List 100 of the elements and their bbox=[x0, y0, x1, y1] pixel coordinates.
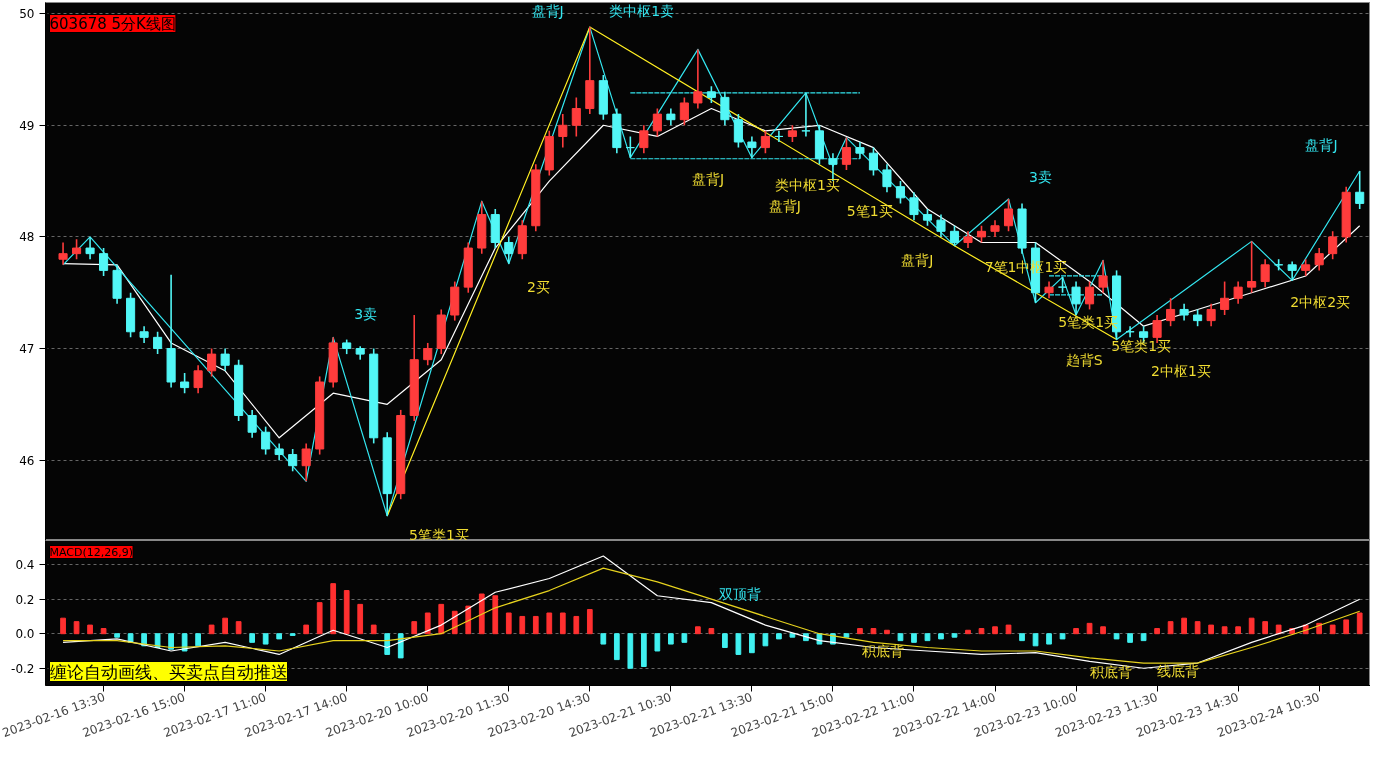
bar bbox=[519, 615, 526, 635]
candlestick bbox=[1085, 280, 1095, 311]
bar bbox=[235, 621, 242, 635]
bar bbox=[1221, 626, 1228, 635]
candlestick bbox=[1314, 247, 1324, 272]
bar bbox=[505, 612, 512, 635]
candlestick bbox=[99, 247, 109, 277]
y-tick-label: 46 bbox=[19, 453, 35, 468]
annotation: 线底背 bbox=[1157, 662, 1200, 679]
candlestick bbox=[733, 113, 743, 149]
candlestick bbox=[423, 342, 433, 367]
bar bbox=[316, 602, 323, 635]
bar bbox=[884, 629, 890, 635]
candlestick bbox=[207, 347, 217, 378]
candlestick bbox=[1247, 240, 1257, 294]
bar bbox=[870, 628, 877, 635]
annotation: 2买 bbox=[526, 278, 550, 295]
bar bbox=[776, 633, 782, 640]
candlestick bbox=[1098, 259, 1108, 294]
text: MACD(12,26,9) bbox=[49, 545, 134, 559]
bar bbox=[87, 624, 93, 635]
bar bbox=[276, 633, 283, 640]
bar bbox=[303, 624, 310, 635]
bar bbox=[546, 612, 553, 635]
bar bbox=[222, 617, 228, 635]
bar bbox=[478, 593, 485, 635]
annotation: 2中枢2买 bbox=[1290, 294, 1351, 311]
bar bbox=[370, 624, 377, 635]
bar bbox=[1059, 633, 1066, 640]
candlestick bbox=[193, 364, 203, 394]
bar bbox=[911, 633, 917, 643]
bar bbox=[114, 633, 120, 638]
bar bbox=[1073, 628, 1079, 635]
annotation: 5笔类1买 bbox=[1111, 338, 1172, 355]
y-tick-label: 49 bbox=[19, 118, 35, 133]
y-tick-label: 0.4 bbox=[15, 558, 35, 573]
bar bbox=[411, 621, 418, 635]
candlestick bbox=[85, 236, 95, 261]
candlestick bbox=[679, 96, 689, 127]
bar bbox=[195, 633, 201, 647]
bar bbox=[1208, 624, 1214, 635]
candlestick bbox=[868, 146, 879, 177]
bar bbox=[127, 633, 134, 643]
candlestick bbox=[895, 180, 906, 205]
bar bbox=[1005, 624, 1012, 635]
bar bbox=[1167, 621, 1174, 635]
annotation: 盘背J bbox=[1305, 136, 1338, 153]
bar bbox=[492, 595, 499, 635]
annotation: 类中枢1卖 bbox=[609, 2, 675, 19]
candlestick bbox=[801, 92, 811, 138]
bar bbox=[249, 633, 256, 643]
bar bbox=[762, 633, 769, 647]
y-tick-label: 47 bbox=[19, 342, 35, 357]
annotation: 3卖 bbox=[1029, 168, 1053, 185]
y-tick-label: 0.2 bbox=[15, 592, 35, 607]
bar bbox=[965, 629, 971, 635]
candlestick bbox=[558, 113, 568, 149]
candlestick bbox=[1071, 280, 1081, 316]
bar bbox=[681, 633, 688, 643]
candlestick bbox=[1166, 297, 1176, 327]
bar bbox=[438, 603, 445, 635]
bar bbox=[73, 621, 80, 635]
candlestick bbox=[1206, 303, 1216, 327]
candlestick bbox=[58, 241, 68, 266]
bar bbox=[924, 633, 931, 642]
annotation: 5笔1买 bbox=[846, 203, 893, 220]
candlestick bbox=[720, 90, 730, 127]
bar bbox=[951, 633, 958, 638]
candlestick bbox=[639, 124, 649, 154]
candlestick bbox=[1328, 230, 1338, 261]
annotation: 盘背J bbox=[901, 252, 934, 269]
bar bbox=[343, 590, 350, 635]
bar bbox=[262, 633, 269, 645]
candlestick bbox=[247, 409, 257, 439]
bar bbox=[586, 609, 593, 635]
candlestick bbox=[288, 448, 298, 473]
candlestick bbox=[1287, 260, 1297, 282]
bar bbox=[1046, 633, 1052, 645]
bar bbox=[640, 633, 647, 668]
bar bbox=[1140, 633, 1147, 642]
annotation: 双顶背 bbox=[718, 585, 761, 602]
y-tick-label: 50 bbox=[19, 7, 35, 22]
candlestick bbox=[1220, 280, 1230, 316]
bar bbox=[667, 633, 674, 645]
bar bbox=[600, 633, 607, 645]
bar bbox=[1343, 619, 1350, 635]
candlestick bbox=[261, 425, 271, 456]
bar bbox=[1181, 617, 1187, 635]
bar bbox=[1248, 617, 1255, 635]
annotation: 盘背J bbox=[531, 2, 564, 19]
bar bbox=[573, 615, 580, 635]
bar bbox=[1154, 628, 1160, 635]
candlestick bbox=[693, 48, 703, 110]
bar bbox=[1235, 626, 1241, 635]
bar bbox=[978, 628, 985, 635]
candlestick bbox=[1355, 170, 1365, 210]
bar bbox=[559, 612, 566, 635]
candlestick bbox=[220, 347, 230, 372]
text: 603678 5分K线图 bbox=[49, 14, 176, 33]
bar bbox=[749, 633, 755, 654]
